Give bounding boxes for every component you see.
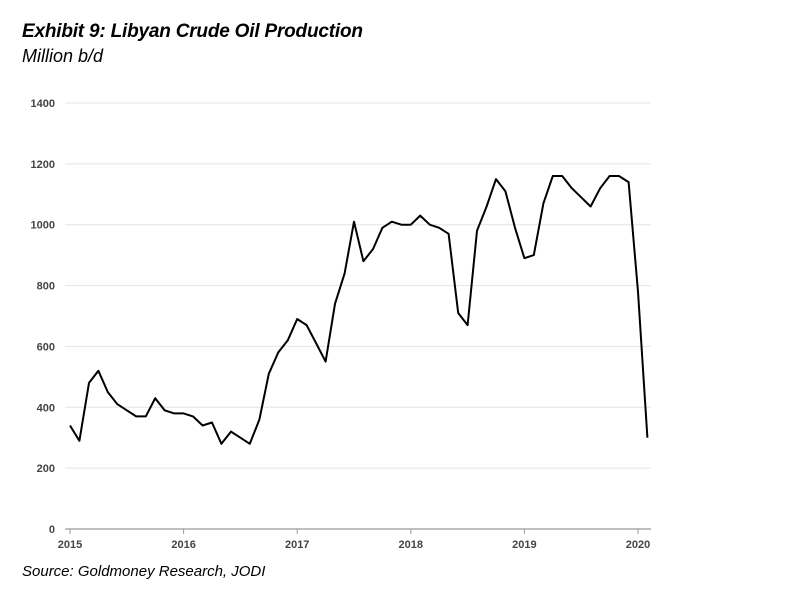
y-tick-label: 1200: [31, 159, 55, 171]
y-tick-label: 1400: [31, 98, 55, 110]
x-tick-label: 2020: [626, 539, 650, 551]
x-tick-label: 2016: [171, 539, 195, 551]
gridlines: [65, 102, 651, 530]
source-note: Source: Goldmoney Research, JODI: [22, 563, 266, 580]
x-axis: 2015 2016 2017 2018 2019 2020: [58, 529, 650, 551]
y-tick-label: 800: [37, 281, 55, 293]
y-tick-label: 1000: [31, 220, 55, 232]
chart-subtitle: Million b/d: [22, 46, 104, 66]
y-tick-label: 400: [37, 402, 55, 414]
series-layer: [69, 175, 649, 445]
x-tick-label: 2017: [285, 539, 309, 551]
x-tick-label: 2019: [512, 539, 536, 551]
y-tick-label: 0: [49, 524, 55, 536]
y-axis: 0 200 400 600 800 1000 1200 1400: [31, 98, 55, 536]
y-tick-label: 200: [37, 463, 55, 475]
chart-title: Exhibit 9: Libyan Crude Oil Production: [22, 21, 363, 42]
series-line: [69, 175, 649, 445]
x-tick-label: 2015: [58, 539, 82, 551]
x-tick-label: 2018: [399, 539, 423, 551]
y-tick-label: 600: [37, 341, 55, 353]
